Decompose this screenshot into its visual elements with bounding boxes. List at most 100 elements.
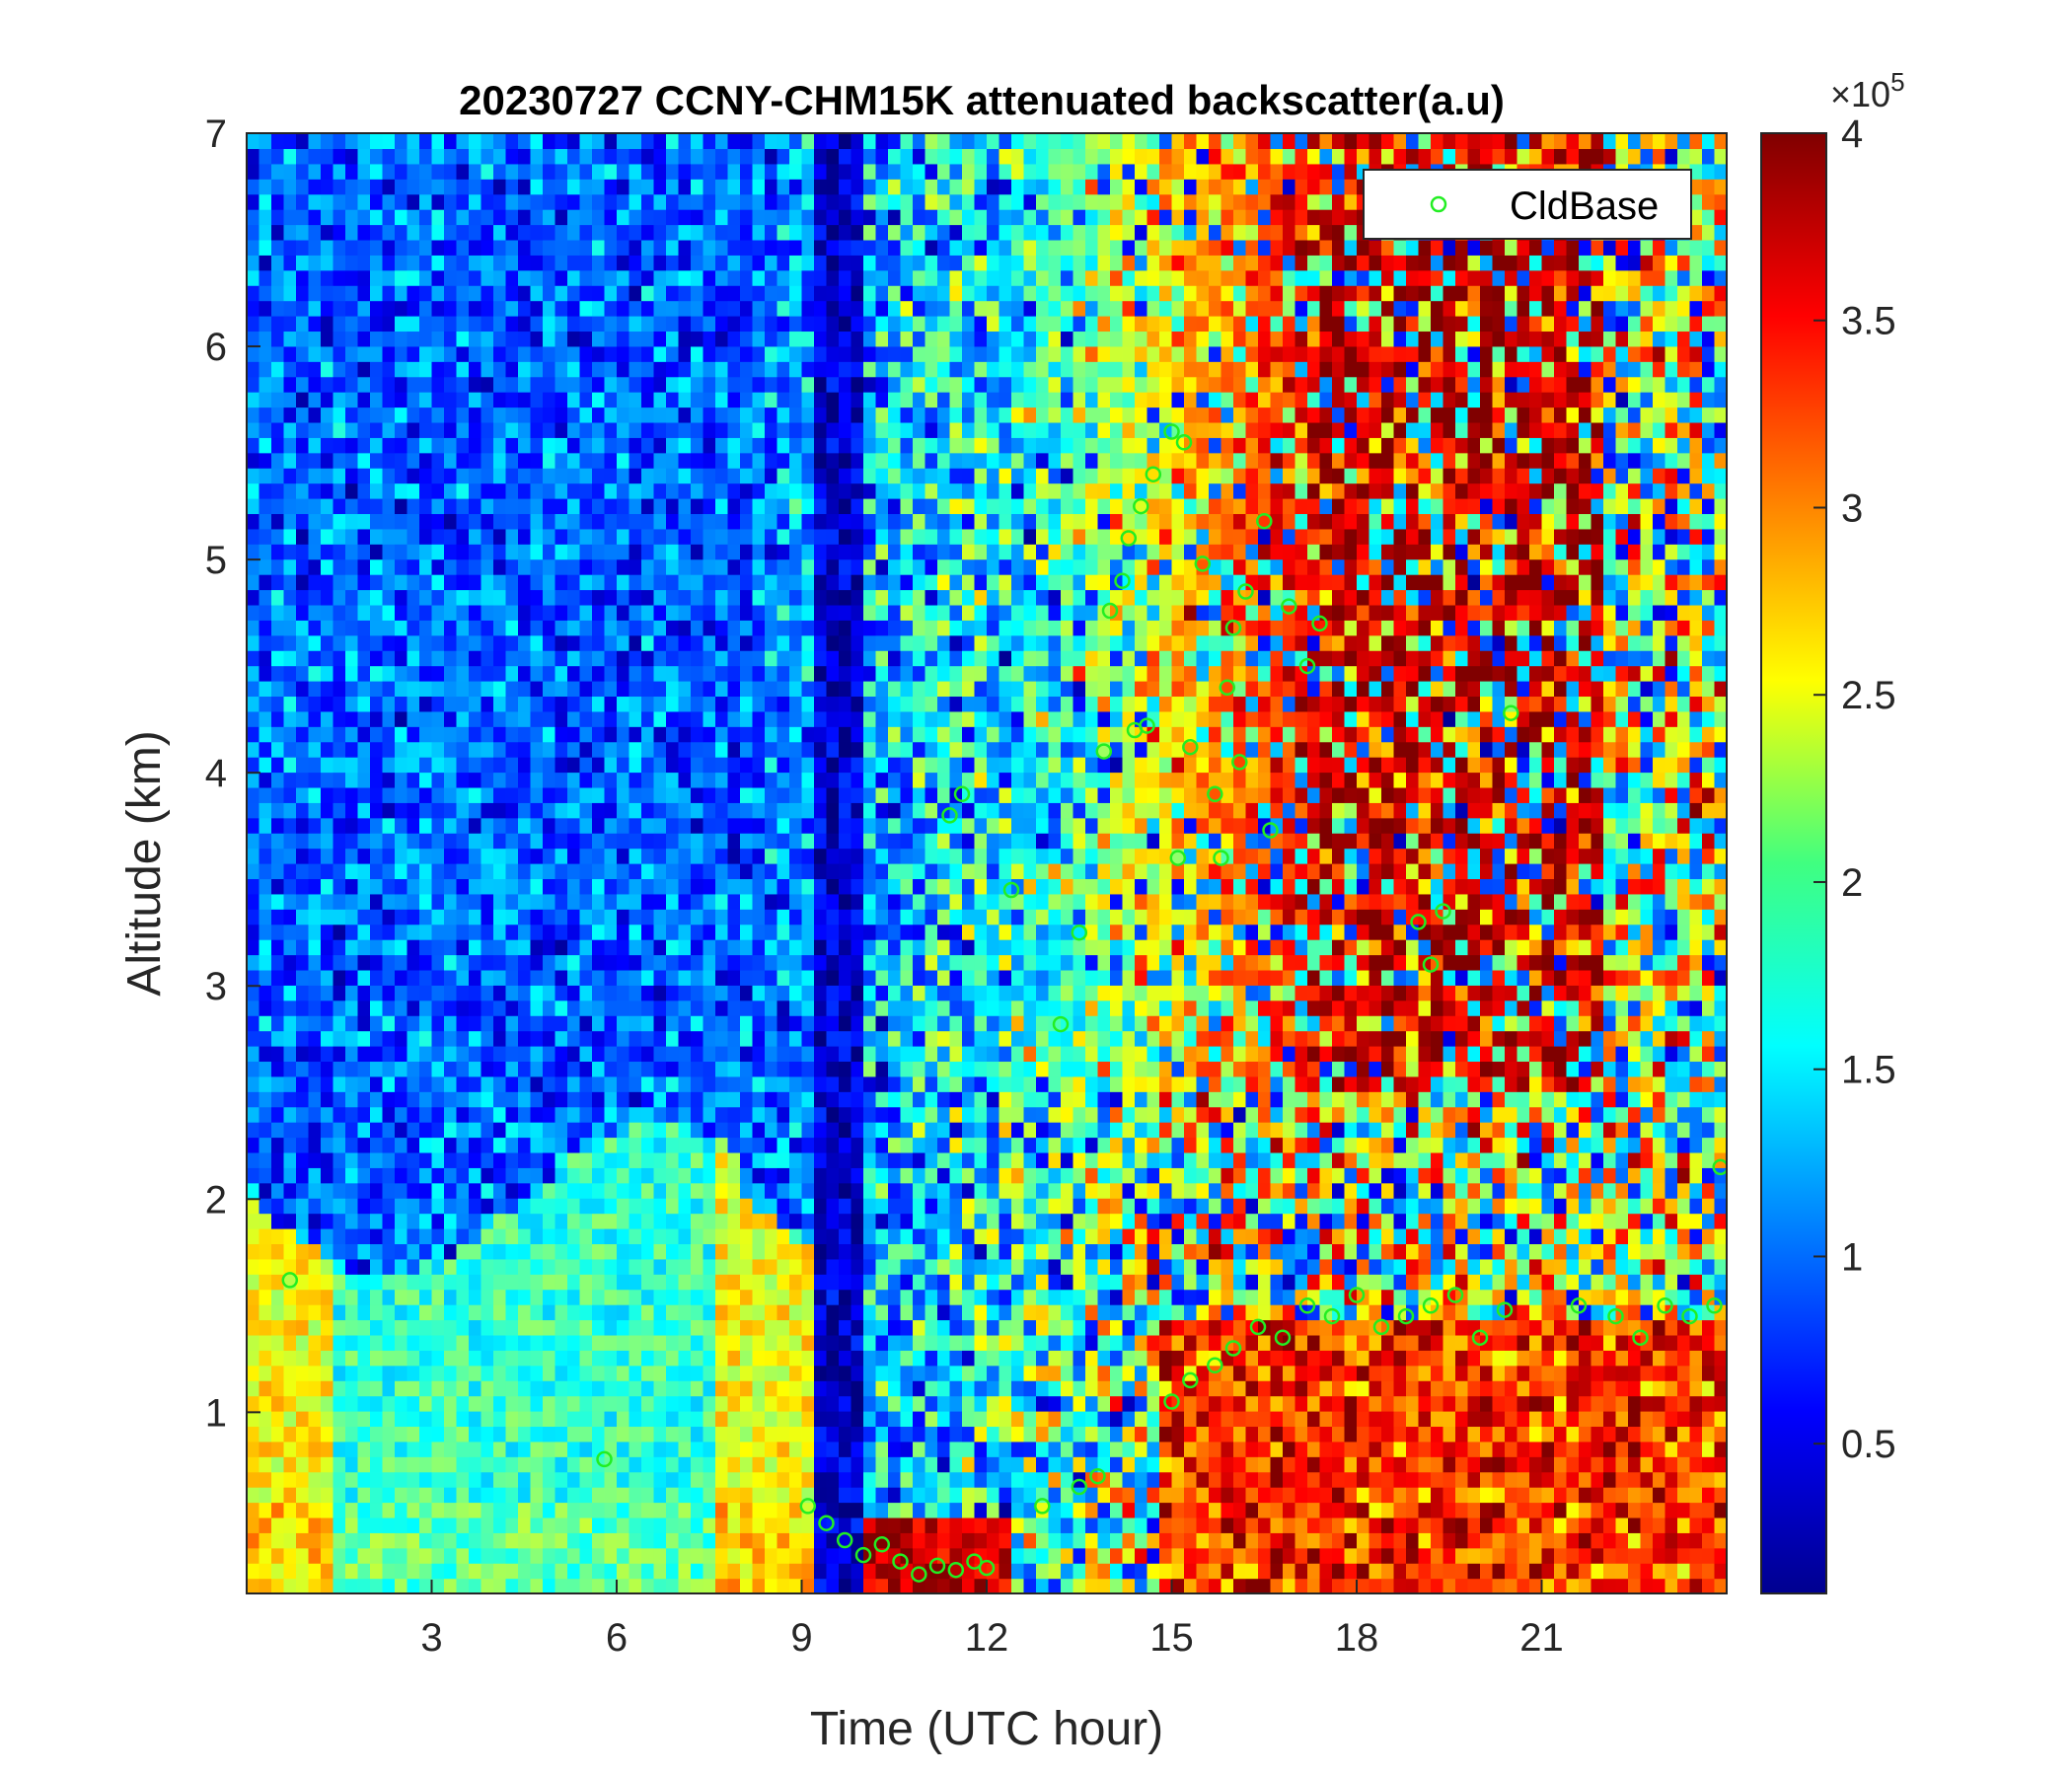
heatmap-cell [382,1380,396,1397]
heatmap-cell [641,1151,655,1168]
heatmap-cell [357,1075,371,1092]
heatmap-cell [592,179,606,195]
heatmap-cell [456,1456,470,1473]
heatmap-cell [789,269,803,286]
heatmap-cell [641,285,655,302]
heatmap-cell [641,1198,655,1215]
heatmap-cell [814,772,828,788]
heatmap-cell [567,179,581,195]
heatmap-cell [777,361,790,378]
heatmap-cell [604,331,618,347]
heatmap-cell [382,1015,396,1032]
heatmap-cell [259,1334,272,1351]
heatmap-cell [814,1411,828,1428]
heatmap-cell [518,1289,532,1305]
heatmap-cell [321,757,334,774]
heatmap-cell [493,193,507,210]
heatmap-cell [765,1456,778,1473]
heatmap-cell [444,300,458,317]
heatmap-cell [333,269,346,286]
heatmap-cell [247,1395,260,1412]
heatmap-cell [456,345,470,362]
heatmap-cell [357,1487,371,1504]
heatmap-cell [629,1151,642,1168]
heatmap-cell [431,1532,445,1549]
heatmap-cell [493,893,507,910]
heatmap-cell [431,285,445,302]
heatmap-cell [456,163,470,180]
heatmap-cell [395,392,408,408]
heatmap-cell [617,1061,630,1077]
heatmap-cell [691,757,704,774]
heatmap-cell [579,407,593,423]
heatmap-cell [617,1274,630,1291]
heatmap-cell [259,1380,272,1397]
heatmap-cell [493,1517,507,1533]
heatmap-cell [777,969,790,986]
heatmap-cell [395,513,408,530]
heatmap-cell [678,1030,692,1047]
heatmap-cell [518,954,532,971]
heatmap-cell [505,361,519,378]
heatmap-cell [604,255,618,271]
heatmap-cell [505,1456,519,1473]
heatmap-cell [370,361,384,378]
heatmap-cell [765,589,778,606]
heatmap-cell [493,452,507,469]
heatmap-cell [629,954,642,971]
heatmap-cell [629,148,642,165]
heatmap-cell [839,209,852,226]
heatmap-cell [814,589,828,606]
heatmap-cell [469,345,482,362]
heatmap-cell [419,833,433,850]
heatmap-cell [247,574,260,591]
heatmap-cell [604,681,618,698]
heatmap-cell [530,1061,544,1077]
heatmap-cell [308,1426,322,1443]
heatmap-cell [456,634,470,651]
heatmap-cell [752,179,766,195]
heatmap-cell [592,255,606,271]
heatmap-cell [469,1380,482,1397]
heatmap-cell [666,1426,680,1443]
heatmap-cell [567,544,581,560]
heatmap-cell [703,269,716,286]
heatmap-cell [801,574,815,591]
heatmap-cell [271,133,285,150]
heatmap-cell [567,1502,581,1518]
heatmap-cell [271,726,285,743]
heatmap-cell [543,437,556,454]
heatmap-cell [617,376,630,393]
heatmap-cell [579,528,593,545]
heatmap-cell [271,863,285,880]
heatmap-cell [765,604,778,621]
heatmap-cell [431,1578,445,1593]
heatmap-cell [839,376,852,393]
heatmap-cell [543,1304,556,1321]
heatmap-cell [444,437,458,454]
heatmap-cell [765,163,778,180]
heatmap-cell [691,1289,704,1305]
heatmap-cell [431,696,445,712]
heatmap-cell [456,1547,470,1564]
heatmap-cell [604,1274,618,1291]
heatmap-cell [579,620,593,636]
heatmap-cell [715,1198,729,1215]
heatmap-cell [370,1061,384,1077]
heatmap-cell [777,1228,790,1245]
heatmap-cell [543,710,556,727]
heatmap-cell [839,833,852,850]
heatmap-cell [579,1167,593,1184]
heatmap-cell [247,726,260,743]
heatmap-cell [629,802,642,819]
heatmap-cell [493,1350,507,1367]
heatmap-cell [444,1547,458,1564]
heatmap-cell [456,574,470,591]
heatmap-cell [444,285,458,302]
heatmap-cell [851,1456,864,1473]
heatmap-cell [518,1122,532,1139]
heatmap-cell [382,1441,396,1457]
heatmap-cell [444,1075,458,1092]
heatmap-cell [247,1334,260,1351]
heatmap-cell [567,1151,581,1168]
